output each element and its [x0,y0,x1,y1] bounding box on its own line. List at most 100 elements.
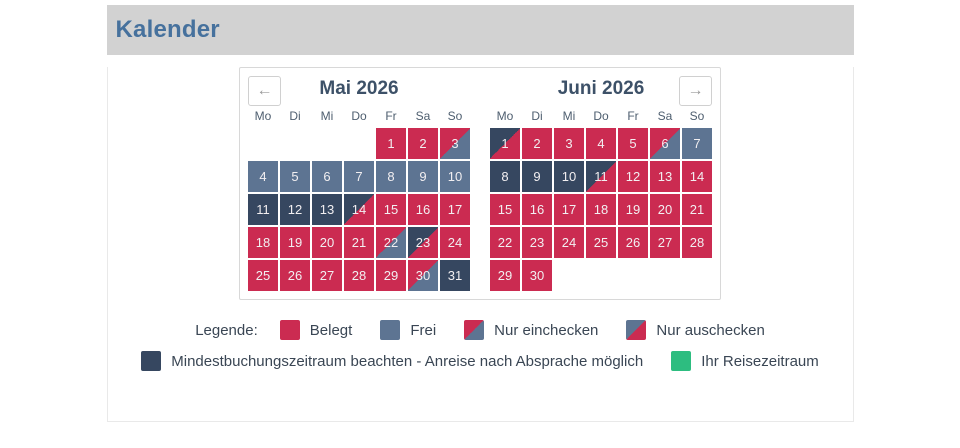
day-cell[interactable]: 16 [408,194,438,225]
month-juni: Juni 2026 Mo Di Mi Do Fr Sa So 1 2 3 4 5 6 7 8 9 10 11 12… [490,76,712,291]
calendar-panel: ← → Mai 2026 Mo Di Mi Do Fr Sa So 1 2 3 4 5 6 7 8 9 10 1… [106,67,854,422]
day-cell[interactable]: 21 [344,227,374,258]
legend-item: Nur einchecken [464,320,598,340]
day-cell[interactable]: 14 [682,161,712,192]
weekday-label: Mi [562,109,576,123]
day-cell[interactable]: 22 [376,227,406,258]
day-cell[interactable]: 23 [522,227,552,258]
day-cell[interactable]: 26 [618,227,648,258]
legend-row: Mindestbuchungszeitraum beachten - Anrei… [141,351,819,371]
legend-swatch-auschecken [626,320,647,340]
weekday-label: Mo [254,109,272,123]
day-cell[interactable]: 22 [490,227,520,258]
legend-swatch-einchecken [464,320,485,340]
day-cell[interactable]: 20 [312,227,342,258]
day-cell[interactable]: 11 [586,161,616,192]
day-cell[interactable]: 18 [586,194,616,225]
next-month-button[interactable]: → [679,76,712,106]
day-cell[interactable]: 12 [280,194,310,225]
day-cell[interactable]: 13 [312,194,342,225]
day-cell[interactable]: 8 [490,161,520,192]
weekday-label: Fr [385,109,397,123]
day-cell[interactable]: 19 [618,194,648,225]
day-cell[interactable]: 29 [490,260,520,291]
day-cell[interactable]: 5 [618,128,648,159]
day-cell[interactable]: 17 [440,194,470,225]
day-cell[interactable]: 7 [344,161,374,192]
day-cell[interactable]: 7 [682,128,712,159]
months-container: Mai 2026 Mo Di Mi Do Fr Sa So 1 2 3 4 5 6 7 8 9 10 11 12 1… [248,76,712,291]
day-cell[interactable]: 25 [248,260,278,291]
legend-item-label: Mindestbuchungszeitraum beachten - Anrei… [171,352,644,370]
page-header: Kalender [106,5,854,55]
day-cell[interactable]: 24 [440,227,470,258]
day-cell[interactable]: 2 [408,128,438,159]
weekday-label: Sa [657,109,673,123]
day-cell[interactable]: 27 [312,260,342,291]
legend-item-label: Frei [410,321,437,339]
day-cell[interactable]: 15 [376,194,406,225]
day-cell[interactable]: 10 [440,161,470,192]
month-mai: Mai 2026 Mo Di Mi Do Fr Sa So 1 2 3 4 5 6 7 8 9 10 11 12 1… [248,76,470,291]
weekday-label: Mo [496,109,514,123]
day-cell[interactable]: 1 [490,128,520,159]
day-cell[interactable]: 16 [522,194,552,225]
weekday-label: Do [351,109,367,123]
day-cell[interactable]: 6 [650,128,680,159]
weekday-label: Mi [320,109,334,123]
day-cell[interactable]: 4 [248,161,278,192]
day-cell[interactable]: 27 [650,227,680,258]
day-cell[interactable]: 25 [586,227,616,258]
day-cell[interactable]: 9 [408,161,438,192]
day-cell[interactable]: 30 [408,260,438,291]
day-cell[interactable]: 9 [522,161,552,192]
day-cell[interactable]: 23 [408,227,438,258]
month-title: Mai 2026 [319,78,399,99]
legend-item-label: Ihr Reisezeitraum [701,352,819,370]
day-cell[interactable]: 13 [650,161,680,192]
day-cell[interactable]: 12 [618,161,648,192]
weekday-row: Mo Di Mi Do Fr Sa So [490,109,712,123]
day-cell[interactable]: 29 [376,260,406,291]
legend-item: Belegt [279,320,353,340]
day-cell[interactable]: 14 [344,194,374,225]
day-cell[interactable]: 2 [522,128,552,159]
day-cell[interactable]: 1 [376,128,406,159]
day-cell[interactable]: 10 [554,161,584,192]
day-cell[interactable]: 18 [248,227,278,258]
weekday-label: Di [531,109,543,123]
weekday-label: Di [289,109,301,123]
legend-item-label: Nur einchecken [494,321,599,339]
day-cell[interactable]: 8 [376,161,406,192]
day-cell[interactable]: 28 [682,227,712,258]
weekday-label: Fr [627,109,639,123]
day-cell[interactable]: 20 [650,194,680,225]
day-cell[interactable]: 17 [554,194,584,225]
day-cell[interactable]: 26 [280,260,310,291]
weekday-label: So [447,109,463,123]
legend-swatch-reise [671,351,692,371]
day-cell[interactable]: 11 [248,194,278,225]
day-cell[interactable]: 3 [440,128,470,159]
legend-swatch-frei [380,320,401,340]
day-cell[interactable]: 3 [554,128,584,159]
legend-items-row-1: Belegt Frei Nur einchecken Nur auschecken [279,320,765,340]
legend-swatch-belegt [279,320,300,340]
day-cell[interactable]: 28 [344,260,374,291]
day-cell[interactable]: 30 [522,260,552,291]
prev-month-button[interactable]: ← [248,76,281,106]
day-cell[interactable]: 31 [440,260,470,291]
day-cell[interactable]: 6 [312,161,342,192]
day-cell[interactable]: 5 [280,161,310,192]
day-cell[interactable]: 19 [280,227,310,258]
day-cell[interactable]: 21 [682,194,712,225]
day-cell[interactable]: 24 [554,227,584,258]
legend-item-label: Belegt [309,321,353,339]
calendar-widget: ← → Mai 2026 Mo Di Mi Do Fr Sa So 1 2 3 4 5 6 7 8 9 10 1… [239,67,721,300]
legend-item-label: Nur auschecken [656,321,765,339]
arrow-right-icon: → [687,82,704,99]
day-cell[interactable]: 4 [586,128,616,159]
day-cell[interactable]: 15 [490,194,520,225]
calendar-grid: 1 2 3 4 5 6 7 8 9 10 11 12 13 14 15 16 17 18 19 20 21 22 23 24 2… [248,128,470,291]
